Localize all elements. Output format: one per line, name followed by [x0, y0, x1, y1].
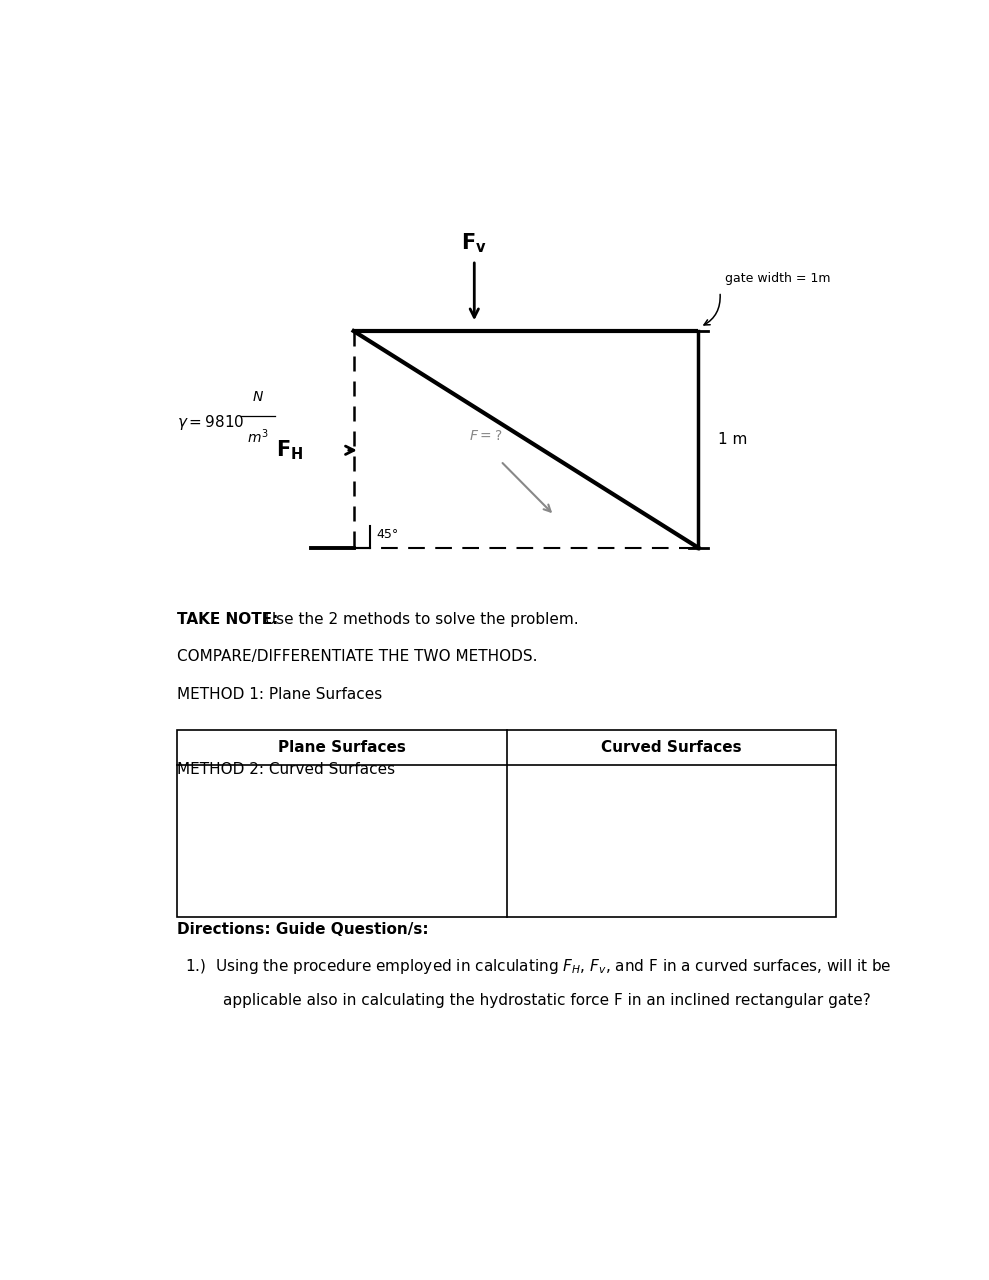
Text: $m^3$: $m^3$: [247, 428, 269, 445]
Text: applicable also in calculating the hydrostatic force F in an inclined rectangula: applicable also in calculating the hydro…: [224, 993, 871, 1009]
Text: $N$: $N$: [252, 390, 264, 404]
Text: COMPARE/DIFFERENTIATE THE TWO METHODS.: COMPARE/DIFFERENTIATE THE TWO METHODS.: [177, 649, 538, 664]
Text: 45°: 45°: [377, 527, 399, 541]
Text: METHOD 2: Curved Surfaces: METHOD 2: Curved Surfaces: [177, 762, 396, 777]
Text: Curved Surfaces: Curved Surfaces: [601, 740, 742, 755]
Text: $\gamma = 9810$: $\gamma = 9810$: [177, 412, 244, 431]
Text: $F=?$: $F=?$: [469, 429, 502, 443]
Text: $\mathbf{F_H}$: $\mathbf{F_H}$: [276, 439, 304, 462]
Text: $\mathbf{F_v}$: $\mathbf{F_v}$: [462, 232, 488, 255]
Text: 1 m: 1 m: [718, 431, 747, 447]
Text: Plane Surfaces: Plane Surfaces: [278, 740, 406, 755]
Bar: [177, 730, 837, 918]
Text: Use the 2 methods to solve the problem.: Use the 2 methods to solve the problem.: [260, 612, 579, 627]
Text: Directions: Guide Question/s:: Directions: Guide Question/s:: [177, 923, 429, 937]
Text: METHOD 1: Plane Surfaces: METHOD 1: Plane Surfaces: [177, 687, 383, 701]
Text: 1.)  Using the procedure employed in calculating $F_H$, $F_v$, and F in a curved: 1.) Using the procedure employed in calc…: [185, 957, 891, 975]
Text: TAKE NOTE:: TAKE NOTE:: [177, 612, 279, 627]
Text: gate width = 1m: gate width = 1m: [725, 273, 831, 285]
